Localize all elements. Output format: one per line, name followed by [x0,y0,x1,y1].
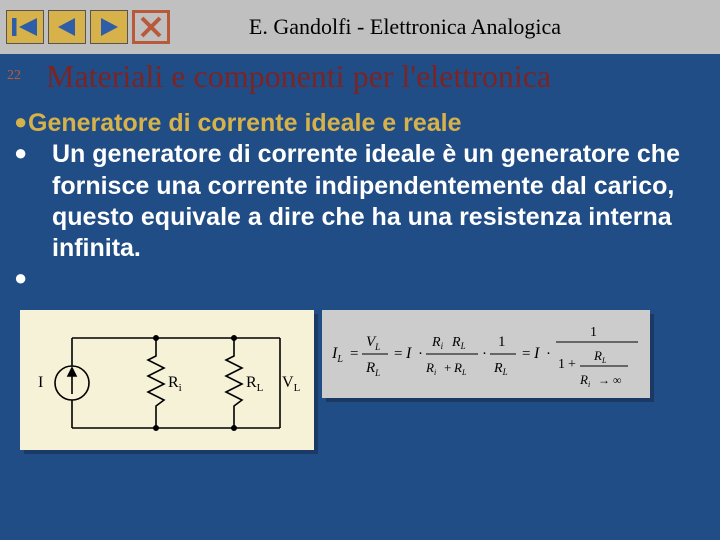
formula-svg: IL = VL RL = I · Ri RL Ri + RL [322,310,650,398]
svg-text:=: = [350,346,358,362]
next-button[interactable] [90,10,128,44]
svg-text:I: I [533,345,540,362]
bullet-heading-text: Generatore di corrente ideale e reale [28,108,690,139]
circuit-svg [20,310,314,450]
nav-buttons [0,10,170,44]
top-strip: E. Gandolfi - Elettronica Analogica [0,0,720,54]
svg-text:1: 1 [558,357,565,372]
page-title: Materiali e componenti per l'elettronica [28,58,551,95]
course-label: E. Gandolfi - Elettronica Analogica [170,14,720,40]
bullet-heading: ● Generatore di corrente ideale e reale [14,108,690,139]
label-i: I [38,374,43,392]
prev-button[interactable] [48,10,86,44]
panels: I Ri RL VL IL = VL RL [20,310,650,450]
svg-text:I: I [405,345,412,362]
first-button[interactable] [6,10,44,44]
svg-text:·: · [546,346,551,362]
next-icon [95,16,123,38]
circuit-diagram: I Ri RL VL [20,310,314,450]
svg-text:RL: RL [593,348,607,365]
svg-text:RL: RL [365,360,380,378]
svg-text:RL: RL [453,360,467,377]
page-number: 22 [0,68,28,84]
slide: E. Gandolfi - Elettronica Analogica 22 M… [0,0,720,540]
svg-text:VL: VL [366,334,380,352]
close-button[interactable] [132,10,170,44]
bullet-body: ● Un generatore di corrente ideale è un … [14,139,690,264]
first-icon [11,16,39,38]
svg-text:1: 1 [498,334,506,350]
svg-text:·: · [482,346,487,362]
svg-text:RL: RL [451,335,466,351]
formula-panel: IL = VL RL = I · Ri RL Ri + RL [322,310,650,398]
svg-text:=: = [522,346,530,362]
svg-text:Ri: Ri [425,360,436,377]
bullet-body-text: Un generatore di corrente ideale è un ge… [28,139,690,264]
title-row: 22 Materiali e componenti per l'elettron… [0,54,720,98]
svg-text:→ ∞: → ∞ [598,373,622,387]
svg-text:=: = [394,346,402,362]
svg-text:Ri: Ri [431,335,444,351]
svg-text:Ri: Ri [579,372,590,389]
svg-text:+: + [444,360,451,375]
body-area: ● Generatore di corrente ideale e reale … [0,98,720,288]
svg-text:1: 1 [590,325,597,340]
label-rl: RL [246,374,263,394]
label-vl: VL [282,374,300,394]
svg-text:RL: RL [493,361,508,377]
svg-text:IL: IL [331,345,343,365]
label-ri: Ri [168,374,182,394]
svg-text:+: + [568,357,576,372]
svg-text:·: · [418,346,423,362]
prev-icon [53,16,81,38]
close-icon [137,13,165,41]
bullet-hidden: ● [14,264,690,288]
